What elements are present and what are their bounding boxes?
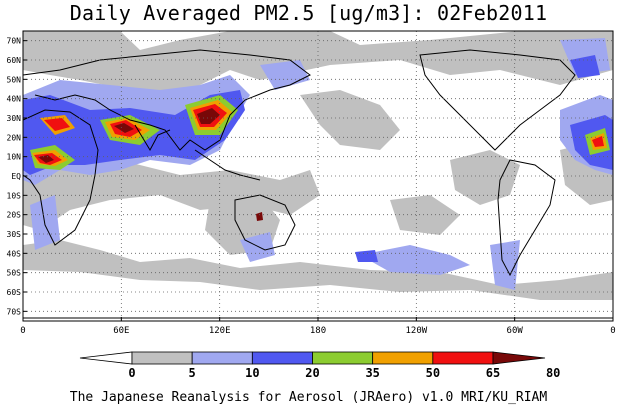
map-title: Daily Averaged PM2.5 [ug/m3]: 02Feb2011: [69, 1, 548, 25]
colorbar-level-label: 10: [245, 366, 259, 380]
australia-outline: [234, 194, 296, 251]
india-outline: [134, 124, 171, 152]
lon-tick-label: 60E: [113, 326, 129, 336]
colorbar-level-label: 65: [486, 366, 500, 380]
lon-tick-label: 0: [20, 326, 25, 336]
colorbar-level-label: 0: [128, 366, 135, 380]
se-asia-outline: [194, 149, 261, 181]
colorbar-bin: [312, 351, 374, 365]
lat-tick-label: 70S: [7, 307, 22, 316]
south-america-outline: [497, 159, 556, 277]
lat-tick-label: 40N: [7, 95, 22, 104]
lat-tick-label: EQ: [11, 172, 21, 181]
lat-tick-label: 20S: [7, 211, 22, 220]
colorbar-level-label: 50: [426, 366, 440, 380]
colorbar-bin: [191, 351, 253, 365]
contour-darkred: [38, 108, 263, 221]
lat-tick-label: 30N: [7, 114, 22, 123]
lat-tick-label: 10N: [7, 153, 22, 162]
lat-tick-label: 50S: [7, 269, 22, 278]
lon-tick-label: 0: [610, 326, 615, 336]
eurasia-outline: [23, 49, 311, 151]
colorbar-level-label: 5: [189, 366, 196, 380]
colorbar-bin-high: [492, 351, 546, 365]
lat-tick-label: 70N: [7, 37, 22, 46]
latitude-axis: 70N 60N 50N 40N 30N 20N 10N EQ 10S 20S 30S 40S 50S 60…: [7, 37, 27, 316]
lat-tick-label: 60S: [7, 288, 22, 297]
pm25-field: [23, 31, 613, 300]
attribution-footer: The Japanese Reanalysis for Aerosol (JRA…: [69, 390, 548, 405]
lon-tick-label: 120E: [209, 326, 231, 336]
colorbar-level-label: 80: [546, 366, 560, 380]
lon-tick-label: 180: [310, 326, 326, 336]
lon-tick-label: 120W: [405, 326, 427, 336]
colorbar: 0 5 10 20 35 50 65 80: [79, 351, 560, 380]
colorbar-bin: [251, 351, 313, 365]
lat-tick-label: 50N: [7, 75, 22, 84]
lon-tick-label: 60W: [507, 326, 524, 336]
colorbar-bin: [372, 351, 434, 365]
lat-tick-label: 30S: [7, 230, 22, 239]
lat-tick-label: 10S: [7, 191, 22, 200]
colorbar-bin: [432, 351, 494, 365]
north-america-outline: [419, 49, 576, 151]
lat-tick-label: 20N: [7, 133, 22, 142]
colorbar-level-label: 35: [365, 366, 379, 380]
colorbar-level-label: 20: [305, 366, 319, 380]
longitude-axis: 0 60E 120E 180 120W 60W 0: [20, 317, 616, 336]
lat-tick-label: 40S: [7, 249, 22, 258]
colorbar-bin: [131, 351, 193, 365]
graticule: [23, 31, 613, 321]
colorbar-bin-low: [79, 351, 133, 365]
lat-tick-label: 60N: [7, 56, 22, 65]
